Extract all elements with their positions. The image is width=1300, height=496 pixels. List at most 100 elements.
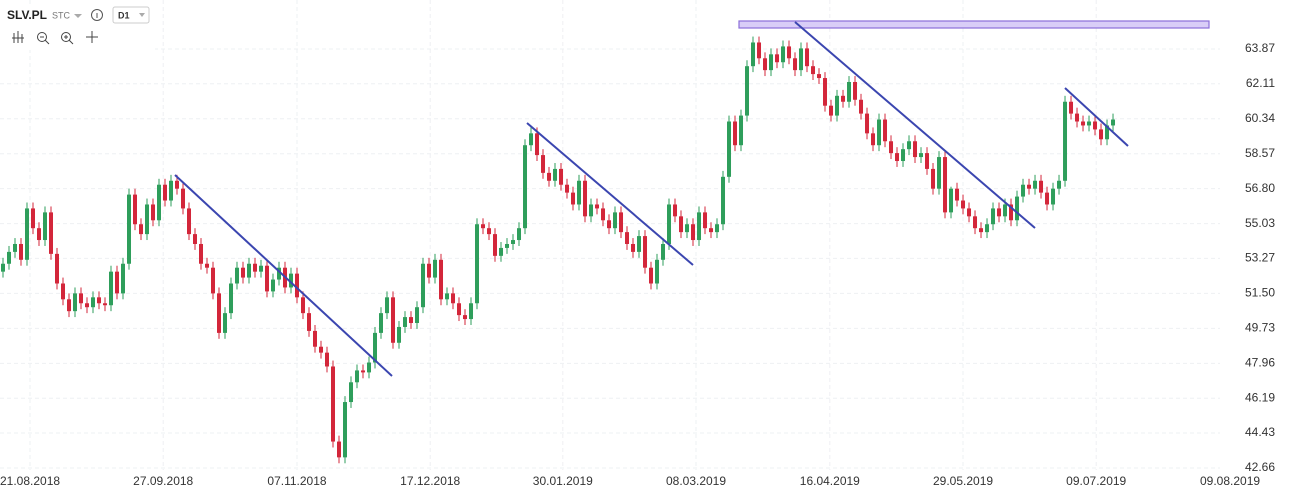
tool-icons xyxy=(12,31,98,45)
candle-body xyxy=(895,153,900,162)
candle-body xyxy=(577,180,582,205)
dropdown-arrow[interactable] xyxy=(74,14,82,18)
candle-body xyxy=(1051,188,1056,205)
candle-body xyxy=(259,265,264,272)
y-tick-label: 56.80 xyxy=(1245,181,1275,195)
candle-body xyxy=(1105,125,1110,140)
x-tick-label: 30.01.2019 xyxy=(533,474,593,488)
candle-body xyxy=(397,326,402,343)
candle-body xyxy=(163,184,168,201)
mode[interactable]: STC xyxy=(52,10,71,20)
candle-body xyxy=(859,99,864,114)
candle-body xyxy=(949,188,954,213)
candle-body xyxy=(43,212,48,241)
candle-body xyxy=(67,299,72,312)
candle-body xyxy=(769,54,774,71)
candle-body xyxy=(877,119,882,146)
zoom-in-icon[interactable] xyxy=(61,32,71,42)
candle-body xyxy=(1039,180,1044,193)
candle-body xyxy=(475,224,480,304)
candle-body xyxy=(481,224,486,229)
candle-body xyxy=(817,74,822,79)
candle-body xyxy=(1009,204,1014,221)
candle-body xyxy=(469,303,474,320)
y-tick-label: 58.57 xyxy=(1245,146,1275,160)
candle-body xyxy=(547,172,552,181)
y-tick-label: 62.11 xyxy=(1246,76,1275,90)
candle-body xyxy=(739,115,744,146)
candle-body xyxy=(13,243,18,252)
candle-body xyxy=(811,66,816,75)
candle-body xyxy=(121,263,126,294)
candle-body xyxy=(55,253,60,284)
candle-body xyxy=(415,307,420,324)
candle-body xyxy=(805,48,810,67)
candle-body xyxy=(1021,184,1026,197)
candle-body xyxy=(331,366,336,442)
chart-type-icon[interactable] xyxy=(12,31,24,43)
candle-body xyxy=(523,145,528,229)
y-tick-label: 44.43 xyxy=(1245,425,1275,439)
candle-body xyxy=(409,317,414,324)
candle-body xyxy=(763,58,768,71)
candle-body xyxy=(985,224,990,233)
candle-body xyxy=(505,243,510,248)
candle-body xyxy=(733,121,738,146)
candle-body xyxy=(19,243,24,260)
candle-body xyxy=(247,263,252,278)
toolbar: SLV.PL STC D1 xyxy=(0,4,155,50)
candle-body xyxy=(127,194,132,264)
candle-body xyxy=(1033,180,1038,189)
x-tick-label: 09.07.2019 xyxy=(1066,474,1126,488)
candle-body xyxy=(583,180,588,217)
candle-body xyxy=(1027,184,1032,189)
candle-body xyxy=(391,297,396,343)
pan-icon[interactable] xyxy=(86,31,98,43)
x-tick-label: 29.05.2019 xyxy=(933,474,993,488)
candle-body xyxy=(529,133,534,146)
candle-body xyxy=(433,259,438,278)
candle-body xyxy=(637,236,642,252)
candle-body xyxy=(643,236,648,268)
grid-layer xyxy=(0,0,1220,470)
candle-body xyxy=(343,402,348,458)
resistance-zone xyxy=(738,20,1210,29)
candle-body xyxy=(139,224,144,235)
candle-body xyxy=(253,263,258,272)
y-tick-label: 60.34 xyxy=(1245,111,1275,125)
candle-body xyxy=(871,133,876,146)
candle-body xyxy=(955,188,960,201)
candle-body xyxy=(229,283,234,314)
candle-body xyxy=(61,283,66,300)
candle-body xyxy=(835,95,840,116)
candle-body xyxy=(931,168,936,189)
dropdown-arrow[interactable] xyxy=(139,13,145,17)
candle-body xyxy=(841,95,846,102)
candles-layer xyxy=(1,36,1116,464)
zoom-out-icon[interactable] xyxy=(37,32,47,42)
candle-body xyxy=(829,105,834,116)
candle-body xyxy=(187,208,192,235)
interval[interactable]: D1 xyxy=(118,10,130,20)
symbol: SLV.PL xyxy=(7,8,47,22)
candle-body xyxy=(7,251,12,264)
candle-body xyxy=(715,224,720,233)
candle-body xyxy=(595,204,600,209)
candle-body xyxy=(907,141,912,150)
candle-body xyxy=(1111,119,1116,126)
info-icon[interactable] xyxy=(91,9,103,21)
candle-body xyxy=(559,168,564,185)
x-tick-label: 09.08.2019 xyxy=(1200,474,1260,488)
y-tick-label: 42.66 xyxy=(1245,460,1275,474)
candle-body xyxy=(589,204,594,217)
candle-body xyxy=(151,204,156,221)
candle-body xyxy=(493,234,498,256)
candle-body xyxy=(703,212,708,229)
candle-body xyxy=(271,279,276,292)
candle-body xyxy=(853,81,858,100)
interval-box[interactable] xyxy=(112,6,150,24)
candle-body xyxy=(979,228,984,233)
candle-body xyxy=(541,155,546,173)
candle-body xyxy=(205,263,210,268)
